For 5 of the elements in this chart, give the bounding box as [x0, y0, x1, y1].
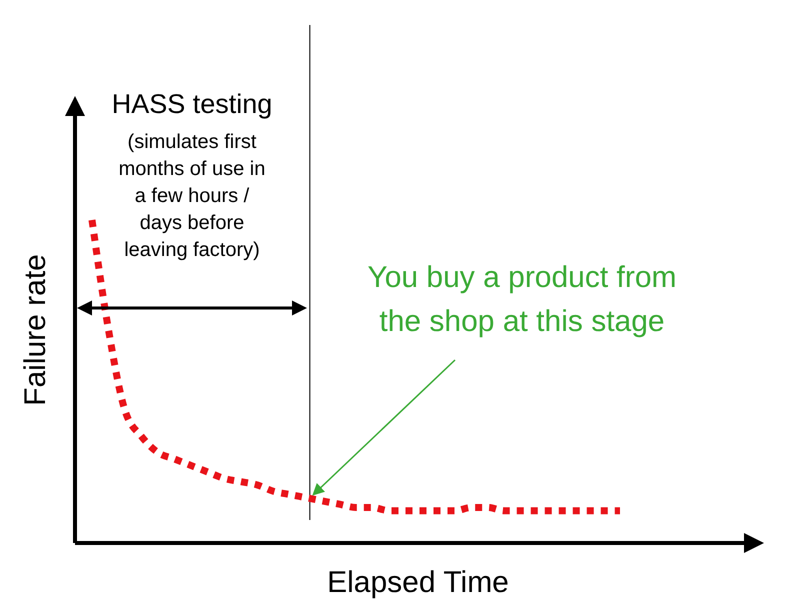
x-axis-title: Elapsed Time — [327, 566, 509, 599]
y-axis-title: Failure rate — [19, 254, 52, 406]
annotation: You buy a product from the shop at this stage — [367, 261, 677, 338]
annotation: (simulates first months of use in a few hours / days before leaving factory) — [118, 131, 266, 261]
text: HASS testing — [112, 89, 272, 119]
